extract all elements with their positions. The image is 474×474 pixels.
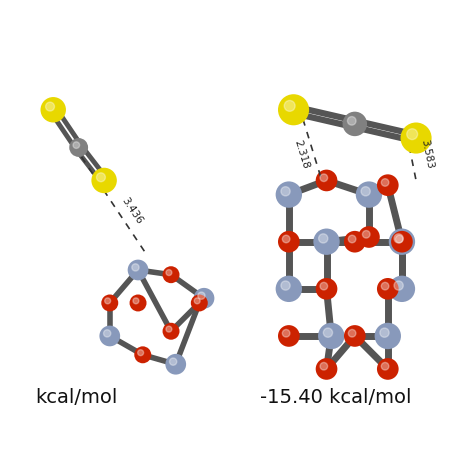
Circle shape <box>128 260 148 280</box>
Circle shape <box>191 294 208 311</box>
Circle shape <box>101 294 118 311</box>
Circle shape <box>343 112 367 136</box>
Circle shape <box>283 329 290 337</box>
Text: 2.318: 2.318 <box>292 138 310 170</box>
Circle shape <box>281 187 290 196</box>
Circle shape <box>401 122 432 154</box>
Circle shape <box>105 298 110 304</box>
Circle shape <box>100 326 120 346</box>
Circle shape <box>284 100 295 111</box>
Circle shape <box>134 346 151 363</box>
Circle shape <box>132 264 139 271</box>
Circle shape <box>348 329 356 337</box>
Circle shape <box>363 230 370 238</box>
Circle shape <box>361 187 370 196</box>
Circle shape <box>278 231 300 253</box>
Circle shape <box>394 281 403 290</box>
Circle shape <box>129 294 146 311</box>
Circle shape <box>391 231 413 253</box>
Circle shape <box>394 234 403 243</box>
Circle shape <box>165 354 186 374</box>
Circle shape <box>377 358 399 380</box>
Circle shape <box>318 323 345 349</box>
Circle shape <box>163 323 180 340</box>
Circle shape <box>377 278 399 300</box>
Circle shape <box>97 173 105 182</box>
Text: -15.40 kcal/mol: -15.40 kcal/mol <box>260 388 412 407</box>
Circle shape <box>348 235 356 243</box>
Circle shape <box>316 278 337 300</box>
Circle shape <box>194 298 200 304</box>
Circle shape <box>103 330 111 337</box>
Circle shape <box>319 234 328 243</box>
Text: 3.583: 3.583 <box>419 138 435 170</box>
Circle shape <box>91 168 117 193</box>
Circle shape <box>278 325 300 347</box>
Circle shape <box>163 266 180 283</box>
Circle shape <box>283 235 290 243</box>
Circle shape <box>316 358 337 380</box>
Circle shape <box>381 179 389 186</box>
Circle shape <box>344 231 365 253</box>
Circle shape <box>407 129 418 140</box>
Circle shape <box>278 94 309 125</box>
Circle shape <box>323 328 333 337</box>
Circle shape <box>377 174 399 196</box>
Circle shape <box>166 270 172 275</box>
Circle shape <box>374 323 401 349</box>
Circle shape <box>320 174 328 182</box>
Circle shape <box>69 138 88 157</box>
Circle shape <box>313 228 340 255</box>
Circle shape <box>40 97 66 122</box>
Circle shape <box>380 328 389 337</box>
Circle shape <box>170 358 177 365</box>
Circle shape <box>395 235 403 243</box>
Text: 3.436: 3.436 <box>119 195 144 226</box>
Circle shape <box>276 276 302 302</box>
Circle shape <box>389 228 415 255</box>
Circle shape <box>358 226 380 248</box>
Circle shape <box>344 325 365 347</box>
Circle shape <box>389 276 415 302</box>
Circle shape <box>166 326 172 332</box>
Circle shape <box>347 117 356 125</box>
Circle shape <box>73 142 80 148</box>
Circle shape <box>281 281 290 290</box>
Circle shape <box>381 283 389 290</box>
Circle shape <box>276 182 302 208</box>
Circle shape <box>356 182 382 208</box>
Circle shape <box>320 363 328 370</box>
Circle shape <box>46 102 55 111</box>
Circle shape <box>320 283 328 290</box>
Circle shape <box>381 363 389 370</box>
Circle shape <box>133 298 139 304</box>
Circle shape <box>194 288 214 309</box>
Text: kcal/mol: kcal/mol <box>36 388 118 407</box>
Circle shape <box>137 350 144 356</box>
Circle shape <box>316 170 337 191</box>
Circle shape <box>198 292 205 299</box>
